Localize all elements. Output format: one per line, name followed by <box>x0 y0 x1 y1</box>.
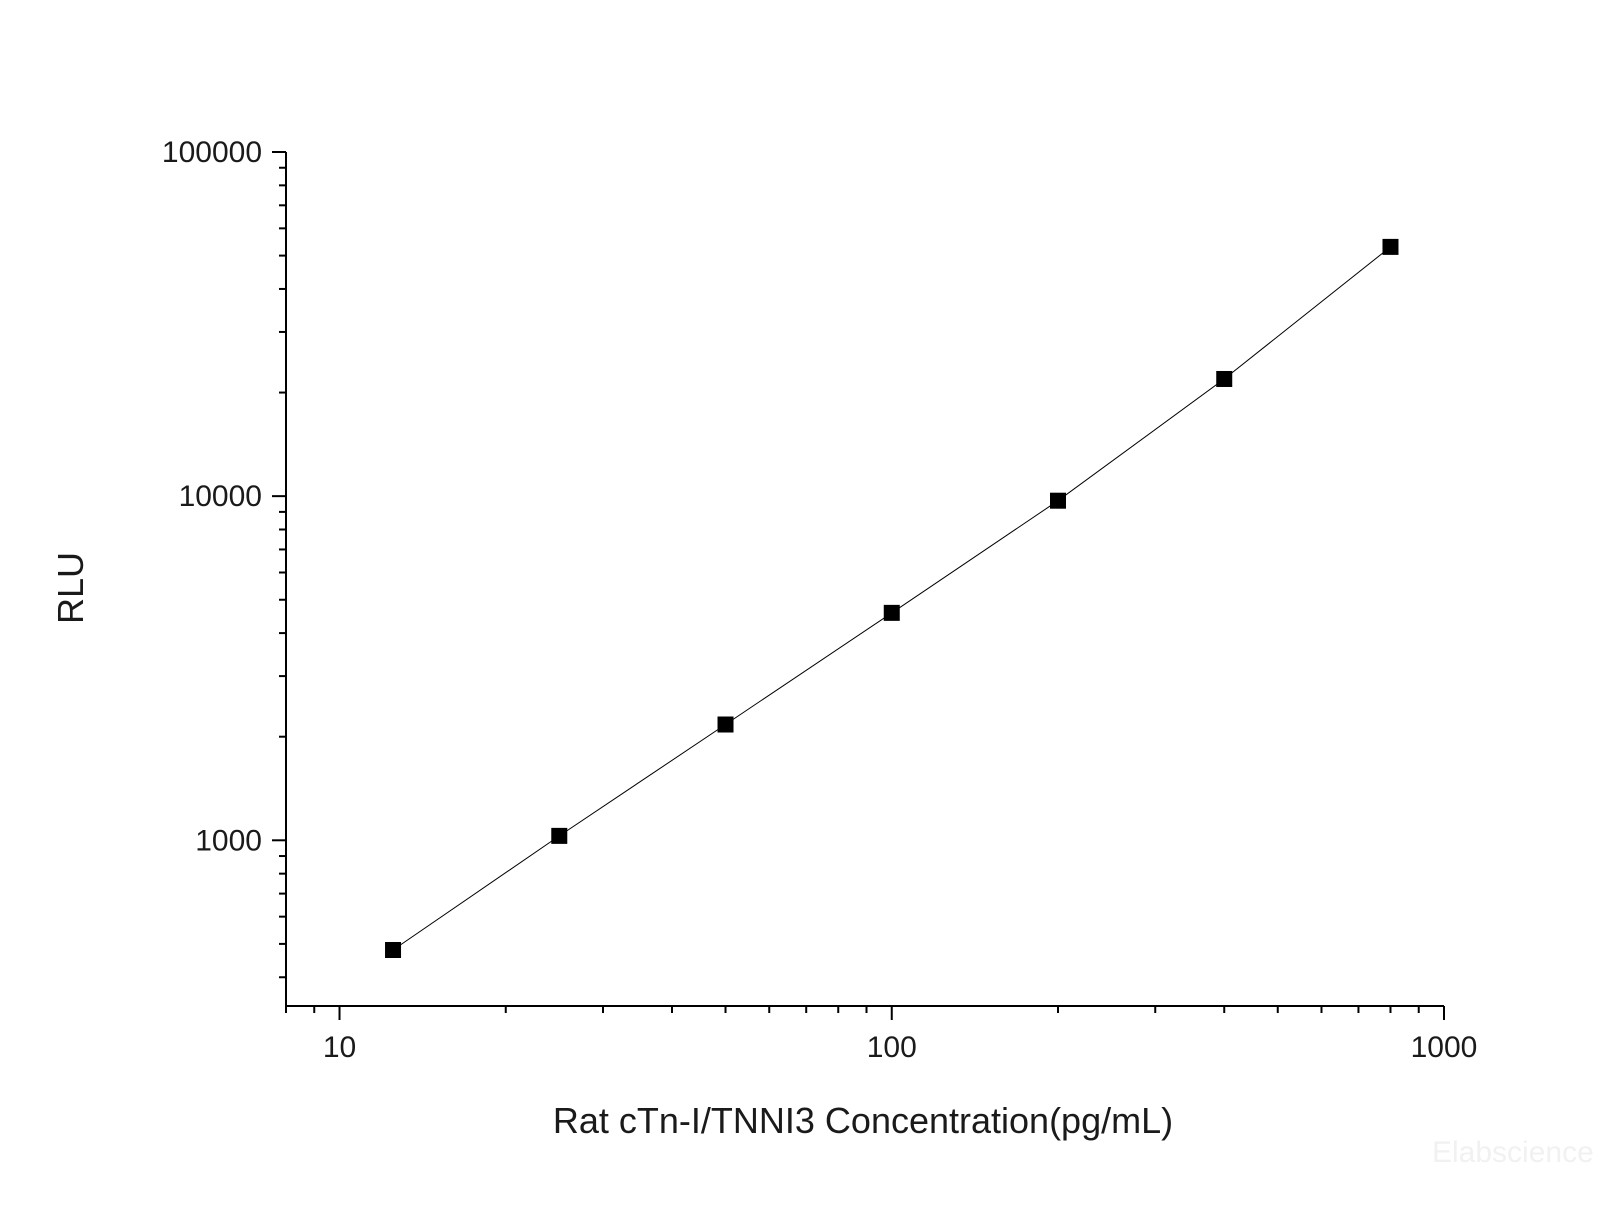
x-tick-label: 1000 <box>1411 1031 1478 1064</box>
x-axis-title: Rat cTn-I/TNNI3 Concentration(pg/mL) <box>553 1100 1173 1141</box>
data-point <box>883 604 900 621</box>
watermark-text: Elabscience <box>1432 1136 1594 1169</box>
x-tick-label: 10 <box>323 1031 356 1064</box>
y-tick-label: 10000 <box>179 480 262 513</box>
y-tick-label: 100000 <box>162 136 262 169</box>
data-point <box>1382 238 1399 255</box>
data-point <box>1216 370 1233 387</box>
data-point <box>551 827 568 844</box>
y-axis-title: RLU <box>50 552 91 624</box>
data-point <box>717 716 734 733</box>
x-tick-label: 100 <box>867 1031 917 1064</box>
data-point <box>1050 492 1066 509</box>
y-tick-label: 1000 <box>195 824 262 857</box>
series-line <box>392 246 1391 951</box>
data-point <box>385 941 402 958</box>
